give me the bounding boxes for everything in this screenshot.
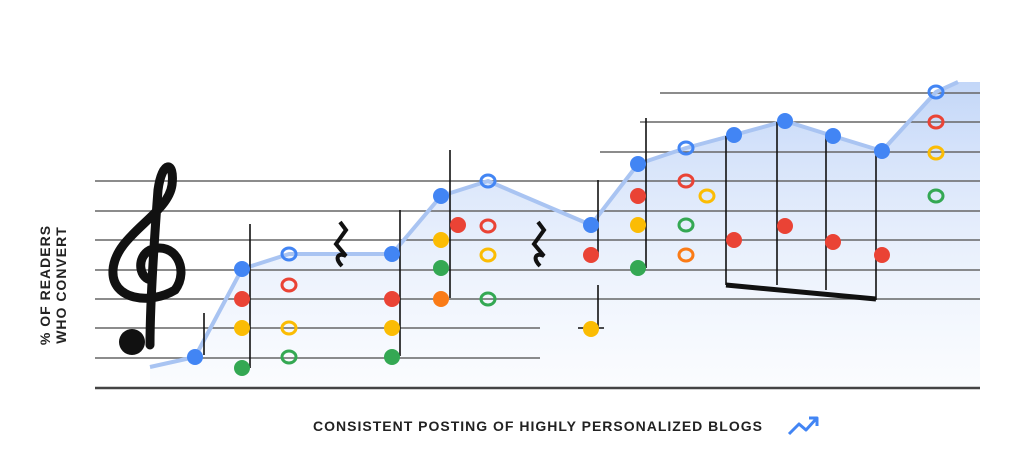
- trend-icon: [787, 416, 819, 436]
- trend-line: [149, 80, 959, 369]
- trend-area: [150, 82, 980, 388]
- stems: [203, 118, 877, 368]
- x-label: CONSISTENT POSTING OF HIGHLY PERSONALIZE…: [313, 418, 763, 434]
- clef-dot: [119, 329, 145, 355]
- rest: [531, 220, 547, 268]
- y-label: % OF READERS: [37, 225, 53, 345]
- y-label: WHO CONVERT: [53, 226, 69, 344]
- notes: [187, 113, 890, 376]
- treble-clef: [108, 162, 186, 350]
- open-notes: [280, 84, 945, 365]
- rest: [333, 220, 349, 268]
